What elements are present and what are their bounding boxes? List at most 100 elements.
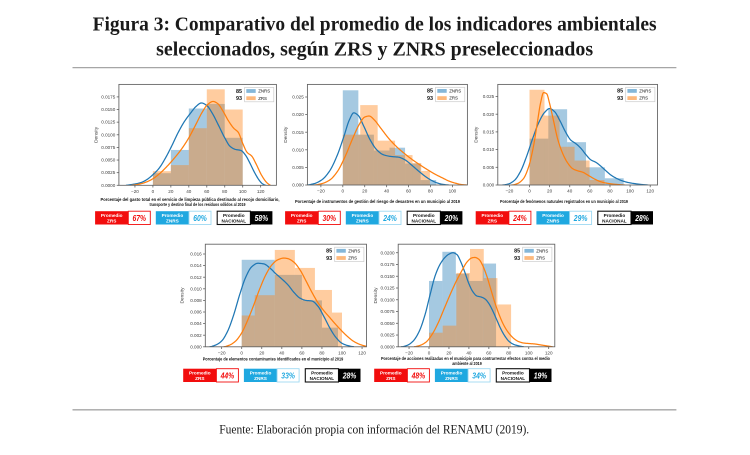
svg-text:Density: Density <box>283 126 289 143</box>
svg-text:ZRS: ZRS <box>536 256 545 261</box>
svg-text:0.016: 0.016 <box>190 252 202 257</box>
svg-text:Figura 3: Comparativo del prom: Figura 3: Comparativo del promedio de lo… <box>93 14 657 36</box>
svg-text:ZNRS: ZNRS <box>536 248 548 253</box>
svg-text:80: 80 <box>506 350 512 355</box>
svg-text:0.0100: 0.0100 <box>381 297 395 302</box>
svg-text:0.008: 0.008 <box>190 298 202 303</box>
svg-text:80: 80 <box>428 189 434 194</box>
svg-text:NACIONAL: NACIONAL <box>222 219 247 224</box>
svg-text:0.000: 0.000 <box>190 344 202 349</box>
svg-text:20: 20 <box>259 350 265 355</box>
svg-text:0.012: 0.012 <box>190 275 202 280</box>
svg-text:0.005: 0.005 <box>483 165 495 170</box>
svg-text:−20: −20 <box>505 189 513 194</box>
svg-text:60: 60 <box>204 189 210 194</box>
svg-text:28%: 28% <box>634 213 649 223</box>
svg-text:−20: −20 <box>131 189 139 194</box>
svg-text:120: 120 <box>545 350 553 355</box>
svg-text:0.0175: 0.0175 <box>381 262 395 267</box>
svg-text:0.000: 0.000 <box>483 183 495 188</box>
svg-text:40: 40 <box>384 189 390 194</box>
svg-text:93: 93 <box>427 96 433 102</box>
svg-text:0.025: 0.025 <box>483 94 495 99</box>
svg-text:NACIONAL: NACIONAL <box>310 376 335 381</box>
svg-text:93: 93 <box>617 96 623 102</box>
svg-text:120: 120 <box>358 350 366 355</box>
svg-text:0: 0 <box>240 350 243 355</box>
svg-text:ZNRS: ZNRS <box>356 219 369 224</box>
svg-text:85: 85 <box>427 89 433 95</box>
svg-text:0.0175: 0.0175 <box>101 94 115 99</box>
svg-text:0.0050: 0.0050 <box>381 321 395 326</box>
svg-text:ZRS: ZRS <box>258 96 267 101</box>
svg-text:100: 100 <box>525 350 533 355</box>
svg-text:Porcentaje de elementos contam: Porcentaje de elementos contaminantes id… <box>203 356 344 361</box>
svg-text:0.014: 0.014 <box>190 263 202 268</box>
svg-text:80: 80 <box>319 350 325 355</box>
svg-text:0: 0 <box>528 189 531 194</box>
svg-text:ZNRS: ZNRS <box>258 89 270 94</box>
svg-text:ZNRS: ZNRS <box>348 248 360 253</box>
svg-text:Porcentaje del gasto total en: Porcentaje del gasto total en el servici… <box>101 197 280 202</box>
svg-text:0: 0 <box>428 350 431 355</box>
svg-text:Promedio: Promedio <box>413 213 435 218</box>
svg-text:Density: Density <box>93 126 99 143</box>
svg-text:ZNRS: ZNRS <box>166 219 179 224</box>
svg-text:24%: 24% <box>382 213 397 223</box>
svg-text:85: 85 <box>617 89 623 95</box>
svg-text:Promedio: Promedio <box>223 213 245 218</box>
svg-text:ZNRS: ZNRS <box>445 376 458 381</box>
svg-text:Promedio: Promedio <box>101 213 123 218</box>
svg-text:33%: 33% <box>281 370 295 380</box>
svg-text:40: 40 <box>567 189 573 194</box>
svg-text:100: 100 <box>626 189 634 194</box>
svg-text:ZNRS: ZNRS <box>639 89 651 94</box>
svg-text:−20: −20 <box>218 350 226 355</box>
svg-text:0.002: 0.002 <box>190 333 202 338</box>
svg-text:transporte y destino final de: transporte y destino final de los residu… <box>150 202 247 207</box>
svg-text:120: 120 <box>257 189 265 194</box>
svg-text:19%: 19% <box>534 370 548 380</box>
svg-text:Promedio: Promedio <box>352 213 374 218</box>
svg-text:0.0075: 0.0075 <box>381 309 395 314</box>
svg-text:NACIONAL: NACIONAL <box>412 219 437 224</box>
svg-text:40: 40 <box>466 350 472 355</box>
svg-text:0.0000: 0.0000 <box>101 183 115 188</box>
svg-text:100: 100 <box>239 189 247 194</box>
svg-text:Promedio: Promedio <box>502 371 524 376</box>
svg-text:ZRS: ZRS <box>488 219 497 224</box>
svg-text:0.0150: 0.0150 <box>381 274 395 279</box>
svg-text:0.015: 0.015 <box>292 130 304 135</box>
svg-text:Promedio: Promedio <box>542 213 564 218</box>
svg-text:Fuente: Elaboración propia con: Fuente: Elaboración propia con informaci… <box>219 422 529 437</box>
svg-text:0.020: 0.020 <box>292 112 304 117</box>
svg-text:48%: 48% <box>411 370 426 380</box>
svg-text:30%: 30% <box>323 213 337 223</box>
svg-text:0.0050: 0.0050 <box>101 158 115 163</box>
svg-text:20: 20 <box>362 189 368 194</box>
svg-text:ZNRS: ZNRS <box>254 376 267 381</box>
svg-text:85: 85 <box>514 249 520 255</box>
svg-text:0: 0 <box>152 189 155 194</box>
svg-text:Promedio: Promedio <box>189 371 211 376</box>
svg-text:120: 120 <box>646 189 654 194</box>
svg-text:0.0200: 0.0200 <box>381 250 395 255</box>
svg-text:ZRS: ZRS <box>297 219 306 224</box>
svg-text:ZNRS: ZNRS <box>547 219 560 224</box>
svg-text:0.004: 0.004 <box>190 321 202 326</box>
svg-text:ZNRS: ZNRS <box>449 89 461 94</box>
svg-text:20: 20 <box>547 189 553 194</box>
svg-text:0.010: 0.010 <box>190 286 202 291</box>
svg-text:93: 93 <box>236 96 242 102</box>
svg-text:Promedio: Promedio <box>481 213 503 218</box>
svg-text:0.0025: 0.0025 <box>101 170 115 175</box>
svg-text:20: 20 <box>446 350 452 355</box>
svg-text:ZRS: ZRS <box>348 256 357 261</box>
svg-text:93: 93 <box>326 256 332 262</box>
svg-text:0.020: 0.020 <box>483 112 495 117</box>
svg-text:Promedio: Promedio <box>311 371 333 376</box>
svg-text:Promedio: Promedio <box>604 213 626 218</box>
svg-text:40: 40 <box>279 350 285 355</box>
svg-text:0.0150: 0.0150 <box>101 107 115 112</box>
svg-text:100: 100 <box>338 350 346 355</box>
